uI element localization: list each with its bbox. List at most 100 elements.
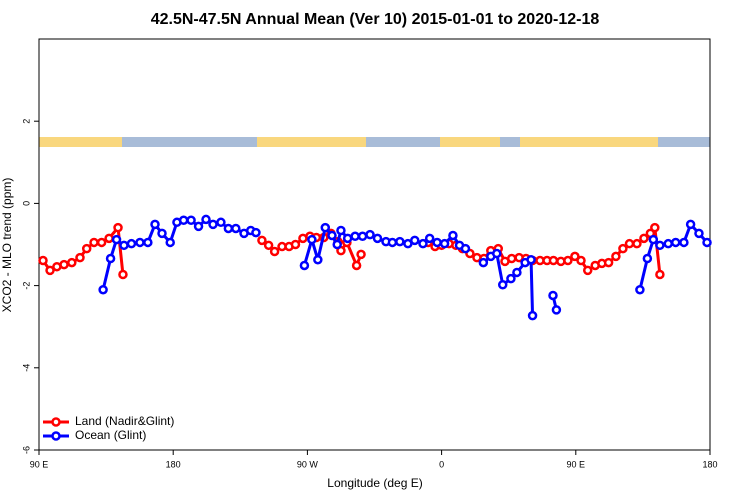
data-point [201, 214, 211, 225]
data-point [685, 219, 696, 230]
data-point [624, 238, 635, 249]
x-tick-label: 90 W [297, 459, 319, 469]
data-point [527, 310, 538, 321]
data-point [418, 238, 428, 249]
data-point [439, 238, 450, 249]
data-point [702, 237, 712, 248]
data-point [551, 305, 562, 315]
data-point [460, 243, 471, 254]
data-point [75, 252, 85, 263]
x-tick-label: 90 E [567, 459, 586, 469]
data-point [492, 248, 502, 259]
data-point [548, 255, 559, 266]
x-axis-title: Longitude (deg E) [327, 476, 422, 490]
data-point [410, 235, 420, 246]
data-point [45, 265, 55, 276]
surface-strip [520, 137, 658, 147]
y-tick-label: -4 [21, 364, 31, 372]
data-point [432, 237, 442, 248]
data-point [632, 238, 642, 249]
data-point [216, 217, 226, 228]
surface-strip [39, 137, 122, 147]
data-point [670, 237, 681, 248]
data-point [424, 233, 435, 244]
data-point [231, 223, 241, 234]
data-point [307, 234, 317, 245]
data-point [642, 253, 653, 264]
data-point [395, 236, 405, 247]
data-point [365, 229, 375, 240]
data-point [663, 238, 673, 249]
data-point [98, 284, 108, 295]
data-point [497, 280, 508, 290]
data-point [336, 225, 346, 236]
data-point [618, 243, 628, 254]
data-point [96, 237, 107, 248]
data-point [576, 255, 586, 266]
legend-label: Ocean (Glint) [75, 428, 146, 442]
y-tick-label: 2 [21, 119, 31, 124]
legend-label: Land (Nadir&Glint) [75, 414, 174, 428]
data-point [548, 290, 558, 301]
data-point [356, 249, 366, 260]
series-line [101, 217, 709, 316]
data-point [143, 237, 153, 248]
data-point [694, 228, 704, 239]
data-point [178, 215, 189, 226]
data-point [111, 234, 122, 245]
surface-strip [658, 137, 710, 147]
data-point [448, 230, 458, 241]
data-point [290, 239, 301, 250]
surface-strip [500, 137, 520, 147]
data-point [506, 253, 517, 264]
data-point [351, 260, 362, 271]
data-point [113, 222, 123, 233]
chart-title: 42.5N-47.5N Annual Mean (Ver 10) 2015-01… [151, 11, 600, 28]
data-point [269, 246, 280, 257]
data-point [119, 240, 129, 251]
data-point [603, 257, 614, 268]
data-point [193, 221, 204, 232]
data-point [582, 265, 593, 276]
data-point [563, 255, 573, 266]
y-tick-label: -6 [21, 446, 31, 454]
data-point [611, 251, 621, 262]
data-point [655, 240, 665, 251]
legend-marker [51, 431, 61, 441]
data-point [357, 231, 368, 242]
data-point [639, 233, 649, 244]
data-point [251, 227, 261, 238]
surface-strip [366, 137, 440, 147]
data-point [165, 237, 175, 248]
data-point [526, 254, 536, 265]
surface-strip [122, 137, 257, 147]
data-point [320, 222, 331, 233]
data-point [118, 269, 128, 280]
data-point [81, 243, 92, 254]
data-point [135, 237, 145, 248]
data-point [89, 237, 99, 248]
data-point [257, 235, 267, 246]
data-point [105, 253, 116, 264]
data-point [332, 239, 342, 250]
data-point [126, 238, 137, 249]
data-point [313, 254, 323, 265]
data-point [655, 269, 665, 280]
surface-strip [257, 137, 366, 147]
data-point [648, 234, 659, 245]
data-point [67, 257, 77, 268]
data-point [342, 233, 353, 244]
data-point [350, 231, 360, 242]
data-point [38, 255, 48, 266]
legend-marker [51, 417, 61, 427]
x-tick-label: 180 [702, 459, 717, 469]
data-point [263, 240, 274, 251]
data-point [208, 219, 218, 230]
x-tick-label: 0 [439, 459, 444, 469]
y-tick-label: 0 [21, 201, 31, 206]
data-point [223, 223, 234, 234]
data-point [157, 228, 167, 239]
data-point [59, 259, 69, 270]
